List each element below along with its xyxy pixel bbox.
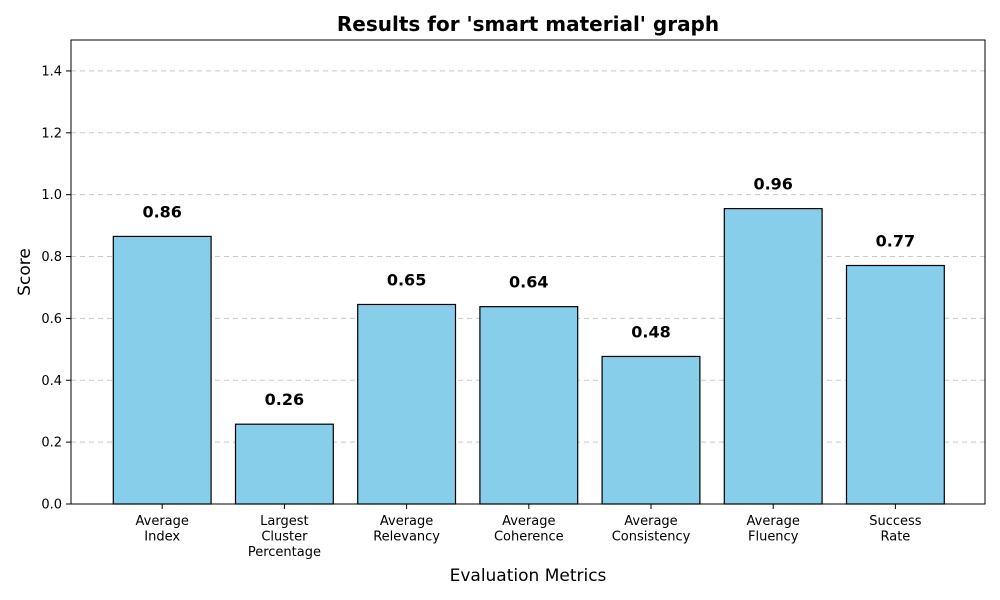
y-tick-label: 0.0 — [41, 498, 62, 513]
bar — [234, 423, 334, 505]
x-tick-label-line: Percentage — [248, 545, 321, 560]
x-tick-label: Average Consistency — [612, 514, 691, 545]
y-tick-label: 0.8 — [41, 250, 62, 265]
y-axis-ticks: 0.0 0.2 0.4 0.6 0.8 1.0 1.2 1.4 — [41, 64, 71, 513]
bar — [601, 355, 701, 505]
bar-value-label: 0.26 — [265, 390, 304, 409]
y-tick-label: 0.4 — [41, 374, 62, 389]
y-axis-label: Score — [15, 248, 35, 296]
x-tick-label-line: Rate — [880, 530, 910, 545]
x-tick-label-line: Average — [747, 514, 800, 529]
y-tick-label: 0.6 — [41, 312, 62, 327]
x-tick-label: Average Index — [136, 514, 189, 545]
x-tick-label-line: Largest — [260, 514, 308, 529]
bar-value-label: 0.64 — [509, 273, 548, 292]
bar-value-label: 0.86 — [142, 202, 181, 221]
x-tick-label-line: Average — [624, 514, 677, 529]
x-tick-label-line: Success — [869, 514, 922, 529]
x-tick-label-line: Relevancy — [373, 530, 440, 545]
x-tick-label-line: Coherence — [494, 530, 564, 545]
x-tick-label-line: Fluency — [748, 530, 799, 545]
x-tick-label: Success Rate — [869, 514, 922, 545]
x-tick-label-line: Cluster — [261, 530, 308, 545]
x-tick-label: Average Relevancy — [373, 514, 440, 545]
y-tick-label: 0.2 — [41, 436, 62, 451]
bar — [723, 207, 823, 505]
x-tick-label-line: Average — [136, 514, 189, 529]
plot-frame — [70, 39, 986, 505]
x-tick-label-line: Average — [502, 514, 555, 529]
y-tick-label: 1.0 — [41, 188, 62, 203]
x-tick-label-line: Average — [380, 514, 433, 529]
x-tick-label: Average Fluency — [747, 514, 800, 545]
bar-value-label: 0.48 — [631, 322, 670, 341]
bar — [112, 235, 212, 505]
y-tick-label: 1.2 — [41, 126, 62, 141]
bar-value-label: 0.65 — [387, 270, 426, 289]
x-tick-label-line: Consistency — [612, 530, 691, 545]
x-axis-label: Evaluation Metrics — [450, 566, 607, 586]
x-tick-label-line: Index — [144, 530, 180, 545]
x-tick-label: Largest Cluster Percentage — [248, 514, 321, 560]
x-tick-label: Average Coherence — [494, 514, 564, 545]
chart-title: Results for 'smart material' graph — [337, 12, 719, 36]
bar-value-label: 0.77 — [876, 232, 915, 251]
y-tick-label: 1.4 — [41, 64, 62, 79]
bars — [112, 207, 945, 505]
bar-value-label: 0.96 — [753, 175, 792, 194]
data-labels: 0.86 0.26 0.65 0.64 0.48 0.96 0.77 — [142, 175, 915, 410]
bar — [845, 264, 945, 505]
bar — [479, 306, 579, 505]
bar — [357, 303, 457, 505]
